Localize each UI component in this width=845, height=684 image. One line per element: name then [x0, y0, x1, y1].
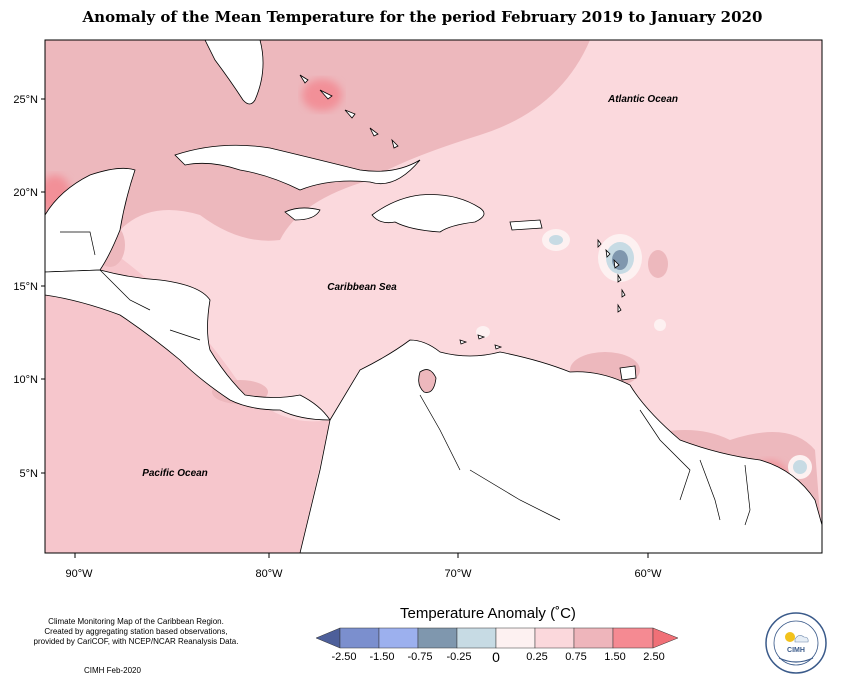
latitude-axis: 25°N 20°N 15°N 10°N 5°N [13, 94, 45, 480]
notes-line: provided by CariCOF, with NCEP/NCAR Rean… [33, 637, 239, 646]
legend-swatch [315, 627, 341, 649]
legend-colorbar [315, 627, 679, 649]
legend-title: Temperature Anomaly (˚C) [400, 605, 576, 622]
lat-label: 5°N [20, 468, 39, 480]
lat-label: 20°N [13, 187, 38, 199]
lon-label: 60°W [634, 568, 662, 580]
lon-label: 80°W [255, 568, 283, 580]
central-america-land [45, 269, 331, 421]
puerto-rico-land [509, 219, 543, 231]
lon-label: 90°W [65, 568, 93, 580]
longitude-axis: 90°W 80°W 70°W 60°W [65, 553, 662, 580]
cloud-icon [794, 635, 809, 643]
anomaly-bahamas-hotspot [302, 79, 342, 111]
legend-swatch [573, 627, 614, 649]
legend-tick-label: -2.50 [331, 651, 356, 663]
logo-text: CIMH [787, 647, 805, 654]
legend-swatch [534, 627, 575, 649]
legend-tick-label: 2.50 [643, 651, 664, 663]
notes-line: Climate Monitoring Map of the Caribbean … [48, 617, 224, 626]
map-credit: CIMH Feb-2020 [84, 666, 141, 675]
legend-ticks: -2.50 -1.50 -0.75 -0.25 0 0.25 0.75 1.50… [331, 649, 664, 665]
anomaly-barbados-white [654, 319, 666, 331]
legend-swatch [417, 627, 458, 649]
map-frame [44, 39, 823, 554]
legend-swatch [652, 627, 679, 649]
lat-label: 10°N [13, 374, 38, 386]
logo-wave [778, 657, 814, 663]
legend-swatch [495, 627, 536, 649]
country-borders [60, 231, 751, 526]
anomaly-pacific-band [45, 250, 330, 553]
anomaly-atlantic-spot [648, 250, 668, 278]
legend-tick-label: 0 [492, 649, 500, 665]
abc-islands-land [459, 334, 503, 350]
pacific-ocean-label: Pacific Ocean [142, 468, 208, 479]
jamaica-land [284, 207, 321, 221]
anomaly-suriname-blue [793, 460, 807, 474]
anomaly-north-band [45, 40, 590, 256]
map-title: Anomaly of the Mean Temperature for the … [82, 8, 763, 26]
hispaniola-land [371, 194, 485, 233]
legend-tick-label: 0.25 [526, 651, 547, 663]
lat-label: 25°N [13, 94, 38, 106]
map-notes: Climate Monitoring Map of the Caribbean … [26, 617, 246, 647]
anomaly-virgin-blue [549, 235, 563, 245]
legend-swatch [612, 627, 654, 649]
cimh-logo: CIMH [765, 612, 827, 674]
lon-label: 70°W [444, 568, 472, 580]
legend-swatch [339, 627, 380, 649]
bahamas-land [299, 74, 399, 149]
atlantic-ocean-label: Atlantic Ocean [607, 94, 678, 105]
sun-icon [785, 632, 795, 642]
legend-tick-label: 1.50 [604, 651, 625, 663]
florida-land [204, 40, 264, 105]
trinidad-land [619, 365, 637, 381]
lesser-antilles-land [597, 238, 626, 313]
legend-swatch [378, 627, 419, 649]
yucatan-land [45, 167, 136, 273]
legend-tick-label: -0.25 [446, 651, 471, 663]
legend-swatch [456, 627, 497, 649]
logo-inner-ring [773, 620, 819, 666]
legend-tick-label: 0.75 [565, 651, 586, 663]
notes-line: Created by aggregating station based obs… [44, 627, 228, 636]
legend-tick-label: -0.75 [407, 651, 432, 663]
south-america-land [299, 339, 822, 553]
anomaly-curacao-white [476, 326, 490, 338]
lake-maracaibo [418, 369, 437, 393]
cuba-land [174, 144, 421, 191]
coastlines [45, 40, 822, 553]
legend-tick-label: -1.50 [369, 651, 394, 663]
lat-label: 15°N [13, 281, 38, 293]
caribbean-sea-label: Caribbean Sea [327, 282, 397, 293]
